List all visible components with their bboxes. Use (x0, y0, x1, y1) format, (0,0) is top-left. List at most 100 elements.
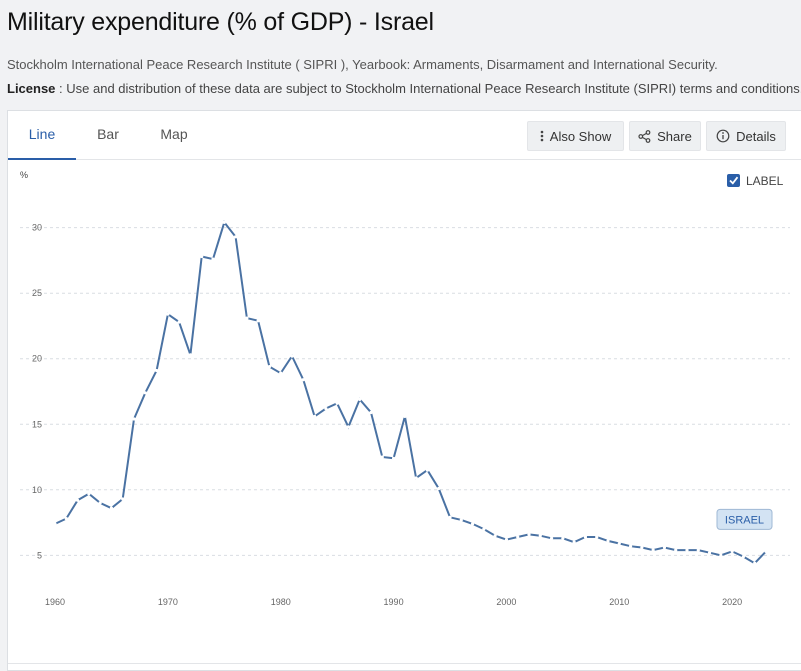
panel-footer (8, 663, 801, 670)
data-point[interactable] (628, 544, 633, 548)
data-point[interactable] (369, 410, 373, 415)
data-point[interactable] (595, 535, 599, 539)
data-point[interactable] (267, 364, 272, 369)
label-toggle-text: LABEL (746, 174, 784, 188)
x-tick-label: 2020 (722, 597, 742, 607)
share-button[interactable]: Share (629, 121, 701, 151)
data-point[interactable] (482, 527, 486, 531)
x-tick-label: 1960 (45, 597, 65, 607)
x-tick-label: 1990 (384, 597, 404, 607)
data-point[interactable] (685, 548, 689, 552)
also-show-button[interactable]: Also Show (527, 121, 624, 151)
data-point[interactable] (651, 548, 655, 552)
y-tick-label: 30 (32, 223, 42, 233)
data-point[interactable] (143, 391, 147, 395)
data-point[interactable] (707, 551, 712, 555)
data-point[interactable] (188, 353, 193, 357)
chart-tabs: Line Bar Map Also Show Share Details (8, 111, 801, 160)
data-point[interactable] (109, 506, 114, 510)
data-point[interactable] (335, 401, 339, 405)
data-point[interactable] (470, 522, 475, 526)
data-point[interactable] (121, 497, 125, 501)
data-point[interactable] (98, 501, 102, 505)
data-point[interactable] (346, 425, 351, 429)
data-point[interactable] (617, 541, 621, 546)
data-point[interactable] (538, 534, 542, 538)
data-point[interactable] (380, 455, 384, 459)
data-point[interactable] (504, 538, 509, 542)
data-point[interactable] (493, 534, 497, 538)
data-point[interactable] (606, 539, 610, 543)
data-point[interactable] (211, 257, 215, 261)
data-point[interactable] (459, 518, 463, 522)
also-show-label: Also Show (549, 128, 612, 144)
data-point[interactable] (279, 371, 283, 375)
data-point[interactable] (730, 549, 734, 554)
data-point[interactable] (516, 535, 520, 539)
x-tick-label: 2000 (496, 597, 516, 607)
data-point[interactable] (64, 517, 68, 521)
y-tick-label: 5 (37, 550, 42, 560)
data-point[interactable] (527, 532, 531, 536)
data-point[interactable] (245, 316, 249, 320)
data-point[interactable] (414, 476, 418, 480)
data-point[interactable] (256, 319, 260, 323)
series-badge-label: ISRAEL (725, 514, 764, 526)
data-point[interactable] (549, 536, 554, 540)
more-vertical-icon (540, 130, 544, 142)
source-citation: Stockholm International Peace Research I… (7, 57, 718, 72)
tab-line[interactable]: Line (8, 111, 76, 160)
data-point[interactable] (583, 535, 588, 539)
data-point[interactable] (166, 312, 170, 316)
share-label: Share (657, 128, 692, 144)
data-point[interactable] (741, 555, 746, 559)
tab-bar[interactable]: Bar (97, 126, 119, 142)
checkbox-box[interactable] (727, 174, 740, 187)
data-point[interactable] (233, 235, 238, 239)
data-point[interactable] (87, 492, 91, 496)
data-point[interactable] (312, 414, 317, 419)
license-note: License : Use and distribution of these … (7, 81, 801, 96)
data-point[interactable] (301, 378, 305, 382)
checkmark-icon (729, 176, 739, 185)
details-label: Details (736, 128, 776, 144)
data-point[interactable] (640, 545, 644, 550)
data-point[interactable] (391, 456, 396, 460)
page-title: Military expenditure (% of GDP) - Israel (7, 8, 434, 36)
data-point[interactable] (132, 417, 136, 421)
data-point[interactable] (154, 368, 159, 373)
data-point[interactable] (290, 354, 294, 358)
data-point[interactable] (764, 549, 768, 554)
x-tick-label: 1980 (271, 597, 291, 607)
info-icon (716, 129, 730, 143)
label-checkbox[interactable]: LABEL (727, 174, 784, 188)
data-point[interactable] (358, 397, 362, 401)
data-point[interactable] (448, 515, 452, 519)
data-point[interactable] (561, 536, 565, 540)
data-point[interactable] (662, 545, 667, 550)
data-point[interactable] (753, 561, 757, 565)
data-point[interactable] (75, 498, 80, 502)
data-point[interactable] (674, 548, 678, 552)
details-button[interactable]: Details (706, 121, 786, 151)
data-point[interactable] (437, 486, 441, 491)
y-tick-label: 25 (32, 288, 42, 298)
data-point[interactable] (222, 220, 226, 225)
data-point[interactable] (53, 522, 57, 526)
tab-map[interactable]: Map (160, 126, 188, 142)
data-point[interactable] (200, 254, 204, 259)
series-line-israel (54, 220, 767, 565)
line-chart: % LABEL 5 10 15 20 25 30 1960 1970 1980 1990 2000… (20, 170, 790, 607)
y-tick-label: 15 (32, 419, 42, 429)
x-tick-label: 1970 (158, 597, 178, 607)
data-point[interactable] (324, 406, 328, 411)
license-text: : Use and distribution of these data are… (55, 81, 801, 96)
data-point[interactable] (719, 553, 723, 557)
data-point[interactable] (572, 540, 576, 544)
data-point[interactable] (177, 320, 181, 324)
data-point[interactable] (696, 548, 700, 552)
data-point[interactable] (425, 468, 430, 472)
data-point[interactable] (403, 414, 407, 419)
license-label: License (7, 81, 56, 96)
y-tick-label: 10 (32, 485, 42, 495)
